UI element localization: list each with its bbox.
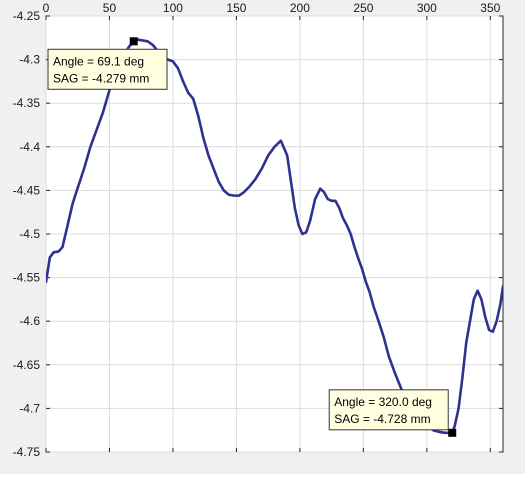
y-tick-label: -4.65	[13, 358, 41, 372]
x-tick-label: 50	[103, 1, 117, 15]
y-tick-label: -4.5	[19, 227, 40, 241]
datatip-angle-text: Angle = 69.1 deg	[53, 54, 144, 68]
datatip[interactable]: Angle = 69.1 deg SAG = -4.279 mm	[47, 37, 168, 90]
datatip-angle-text: Angle = 320.0 deg	[334, 395, 432, 409]
y-tick-label: -4.4	[19, 140, 40, 154]
y-tick-label: -4.55	[13, 271, 41, 285]
x-tick-labels: 0 50 100 150 200 250 300 350	[43, 1, 501, 15]
x-tick-label: 300	[417, 1, 437, 15]
x-tick-label: 150	[226, 1, 246, 15]
datatip-box	[47, 48, 168, 90]
datatip-box	[328, 389, 449, 431]
x-tick-label: 250	[353, 1, 373, 15]
y-tick-label: -4.3	[19, 53, 40, 67]
y-tick-label: -4.6	[19, 314, 40, 328]
y-tick-label: -4.7	[19, 401, 40, 415]
y-tick-labels: -4.25 -4.3 -4.35 -4.4 -4.45 -4.5 -4.55 -4.6 -4.6…	[13, 9, 41, 459]
datatip[interactable]: Angle = 320.0 deg SAG = -4.728 mm	[328, 389, 457, 437]
datatip-marker[interactable]	[448, 428, 457, 437]
y-tick-label: -4.75	[13, 445, 41, 459]
axis-ticks	[45, 15, 503, 453]
y-tick-label: -4.25	[13, 9, 41, 23]
y-tick-label: -4.45	[13, 183, 41, 197]
datatip-sag-text: SAG = -4.728 mm	[334, 412, 430, 426]
x-tick-label: 200	[290, 1, 310, 15]
datatips: Angle = 69.1 deg SAG = -4.279 mm Angle = 3…	[47, 37, 457, 437]
datatip-marker[interactable]	[129, 37, 138, 46]
datatip-sag-text: SAG = -4.279 mm	[53, 71, 149, 85]
x-tick-label: 0	[43, 1, 50, 15]
x-tick-label: 100	[163, 1, 183, 15]
y-tick-label: -4.35	[13, 96, 41, 110]
x-tick-label: 350	[480, 1, 500, 15]
